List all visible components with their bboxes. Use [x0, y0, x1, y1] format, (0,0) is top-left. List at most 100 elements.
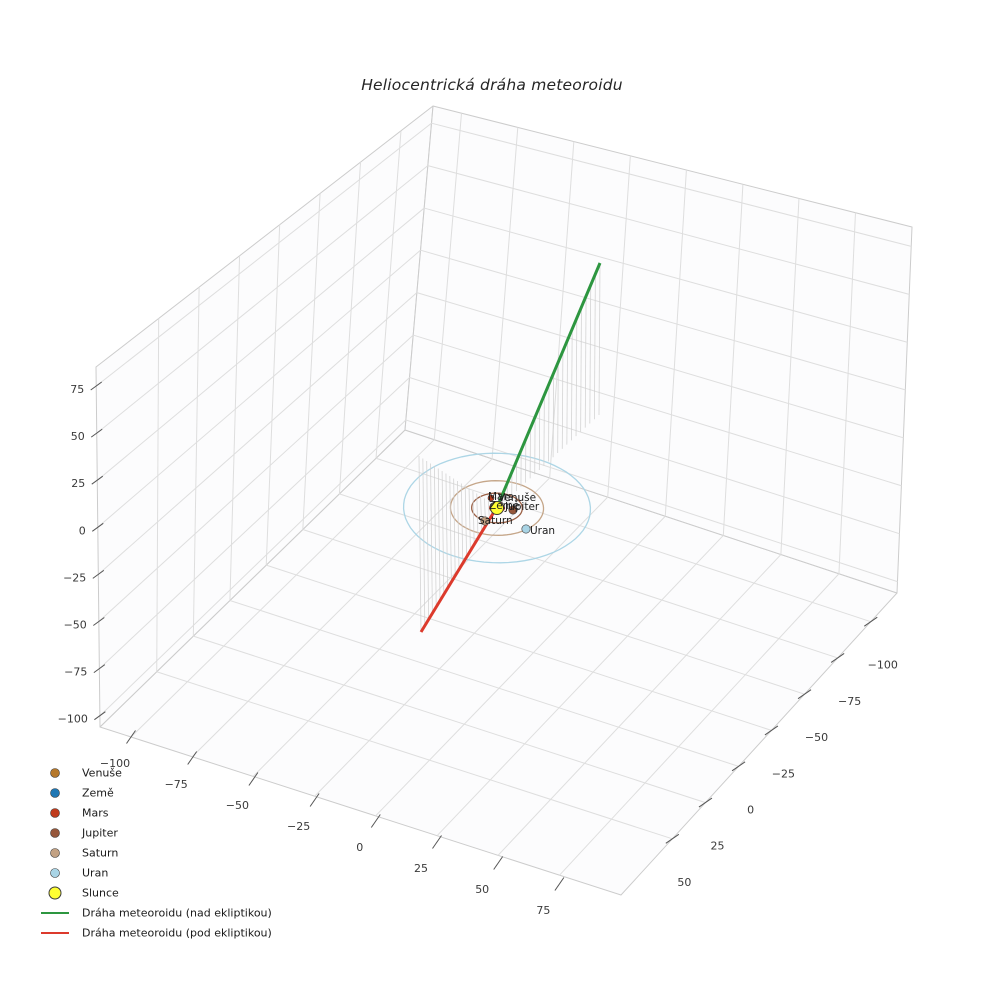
z-axis-tick [91, 475, 104, 485]
planet-label-uran: Uran [530, 525, 555, 537]
legend-item [50, 828, 60, 838]
z-axis-tick-label: 0 [79, 524, 86, 537]
y-axis-tick-label: −50 [805, 731, 828, 744]
stem-line [476, 493, 479, 539]
grid-wall-left-z [95, 122, 432, 387]
legend-item-label: Saturn [82, 847, 118, 860]
x-axis-tick-label: 50 [475, 883, 489, 896]
grid-wall-left-z [96, 207, 425, 481]
grid-wall-right-z [409, 377, 900, 535]
x-axis-tick-label: 25 [414, 862, 428, 875]
grid-floor-x [559, 573, 840, 876]
stem-line [472, 490, 475, 545]
grid-wall-right-z [420, 249, 906, 391]
stem-line [434, 465, 437, 608]
grid-wall-left-y [338, 162, 362, 494]
meteoroid-path-above [496, 262, 602, 506]
stem-line [480, 495, 483, 533]
x-axis-tick-label: −25 [287, 820, 310, 833]
legend-item [50, 848, 60, 858]
legend-item [50, 788, 60, 798]
orbit-saturn [449, 480, 545, 536]
z-axis-tick-label: 75 [70, 383, 84, 396]
grid-wall-right-x [838, 212, 856, 574]
planet-dot-uran [521, 524, 531, 534]
grid-wall-right-z [413, 334, 902, 487]
grid-floor-y [266, 564, 772, 731]
grid-floor-x [375, 515, 666, 817]
x-axis-tick-label: 0 [356, 841, 363, 854]
grid-wall-right-x [607, 155, 631, 498]
z-axis-tick [94, 711, 106, 721]
z-axis-tick-label: −75 [64, 666, 87, 679]
grid-wall-right-x [491, 127, 519, 459]
grid-floor-x [436, 535, 724, 837]
stem-line [561, 350, 564, 449]
z-axis-tick-label: 25 [71, 477, 85, 490]
grid-floor-y [229, 600, 739, 767]
grid-wall-left-y [302, 193, 321, 530]
stem-line [548, 383, 550, 462]
legend-item-label: Dráha meteoroidu (pod ekliptikou) [82, 927, 272, 940]
stem-line [422, 458, 426, 626]
z-axis-tick-label: −25 [63, 571, 86, 584]
legend-marker [50, 768, 60, 778]
x-axis-tick [187, 751, 198, 765]
legend-item-label: Venuše [82, 767, 122, 780]
legend-item [50, 768, 60, 778]
z-axis-tick [92, 569, 105, 579]
legend: Venuše Země Mars Jupiter Saturn Uran Slunce Drá… [41, 767, 272, 940]
stem-line [566, 339, 568, 445]
legend-marker [50, 848, 60, 858]
grid-floor-y [339, 493, 838, 659]
stem-line [571, 328, 573, 441]
x-axis-tick-label: −75 [165, 778, 188, 791]
legend-item [50, 868, 60, 878]
grid-floor-y [375, 457, 871, 623]
grid-wall-right-z [431, 122, 912, 247]
grid-wall-right-x [433, 113, 462, 440]
y-axis-tick-label: 0 [747, 803, 754, 816]
legend-item-label: Uran [82, 867, 108, 880]
grid-wall-left-z [97, 292, 418, 575]
grid-wall-left-y [375, 130, 402, 459]
y-axis-tick-label: −25 [772, 767, 795, 780]
grid-wall-right-z [405, 419, 898, 583]
meteoroid-path-below [419, 506, 499, 633]
legend-item-label: Jupiter [81, 827, 118, 840]
grid-wall-left-z [99, 377, 410, 670]
grid-wall-right-x [722, 184, 744, 536]
chart-title: Heliocentrická dráha meteoroidu [361, 76, 623, 94]
y-axis-tick [698, 797, 713, 808]
z-axis-tick-label: −100 [58, 713, 88, 726]
y-axis-tick [731, 761, 746, 772]
legend-item-label: Mars [82, 807, 109, 820]
grid-wall-right-x [664, 169, 687, 517]
stem-line [453, 478, 456, 576]
z-axis-tick [93, 664, 106, 674]
grid-wall-left-y [156, 318, 160, 672]
legend-item [50, 808, 60, 818]
y-axis-tick-label: 25 [710, 840, 724, 853]
legend-marker [50, 808, 60, 818]
stem-line [557, 361, 559, 454]
stem-line [580, 306, 582, 432]
legend-marker [50, 788, 60, 798]
x-axis-tick [432, 835, 442, 849]
stem-line [441, 470, 445, 595]
x-axis-tick [248, 772, 259, 786]
y-axis-tick [764, 725, 779, 736]
y-axis-tick-label: −100 [868, 659, 898, 672]
grid-wall-left-y [265, 224, 281, 566]
orbit-jupiter [471, 492, 523, 524]
x-axis-tick-label: 75 [536, 904, 550, 917]
planet-label-venuše: Venuše [498, 492, 536, 504]
legend-item-label: Slunce [82, 887, 119, 900]
grid-floor-x [497, 554, 782, 856]
grid-wall-right-z [424, 207, 908, 343]
grid-wall-right-z [427, 165, 910, 295]
z-axis-tick-label: 50 [71, 430, 85, 443]
grid-wall-right-x [780, 198, 800, 555]
planet-dot-saturn [480, 516, 490, 526]
